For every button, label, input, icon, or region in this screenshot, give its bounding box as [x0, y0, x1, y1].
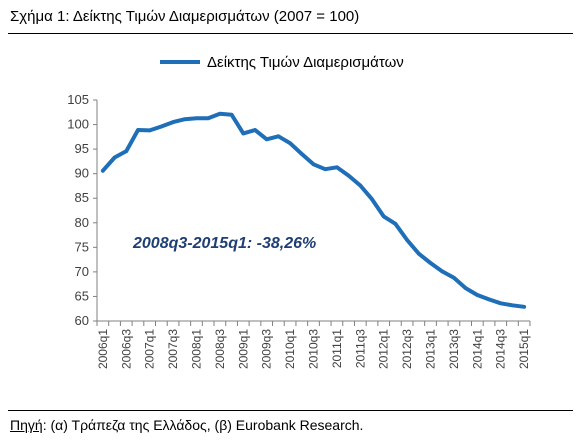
data-point	[101, 168, 105, 173]
source-label: Πηγή	[10, 417, 43, 433]
y-axis-ticks: 60 65 70 75 80 85 90 95 100 105	[67, 92, 97, 328]
data-point	[463, 286, 468, 290]
title-rule	[8, 33, 573, 34]
data-point	[300, 152, 304, 156]
data-point	[264, 137, 269, 142]
y-tick-label: 70	[75, 264, 89, 279]
y-tick-label: 85	[75, 190, 89, 205]
y-tick-label: 105	[67, 92, 89, 107]
data-point	[428, 261, 433, 265]
data-point	[381, 214, 386, 219]
x-tick-label: 2012q1	[377, 329, 391, 369]
data-point	[452, 276, 456, 280]
data-point	[335, 165, 339, 170]
series-points	[101, 112, 526, 309]
x-tick-label: 2013q3	[447, 329, 461, 369]
data-point	[393, 222, 398, 226]
y-tick-label: 90	[75, 166, 89, 181]
data-point	[253, 128, 257, 132]
x-axis-ticks: 2006q1 2006q3 2007q1 2007q3 2008q1 2008q3 2009…	[96, 321, 531, 369]
x-tick-label: 2006q1	[96, 329, 110, 369]
x-tick-label: 2008q1	[189, 329, 203, 369]
series-line	[100, 111, 527, 309]
data-point	[487, 297, 491, 302]
data-point	[358, 183, 363, 188]
x-tick-label: 2011q3	[353, 329, 367, 368]
data-point	[405, 238, 409, 242]
y-tick-label: 65	[75, 288, 89, 303]
figure-title: Σχήμα 1: Δείκτης Τιμών Διαμερισμάτων (20…	[10, 8, 360, 25]
x-tick-label: 2014q3	[494, 329, 508, 369]
data-point	[311, 162, 316, 167]
x-tick-label: 2015q1	[517, 329, 531, 369]
line-chart: Δείκτης Τιμών Διαμερισμάτων 60 65 70 75 80 85…	[67, 54, 531, 369]
data-point	[522, 305, 526, 309]
data-point	[276, 134, 281, 139]
data-point	[475, 293, 480, 297]
x-tick-label: 2009q1	[236, 329, 250, 369]
x-tick-label: 2012q3	[400, 329, 414, 369]
source-text: : (α) Τράπεζα της Ελλάδος, (β) Eurobank …	[42, 417, 364, 433]
data-point	[288, 141, 292, 145]
y-tick-label: 95	[75, 141, 89, 156]
data-point	[417, 251, 421, 256]
source-note: Πηγή: (α) Τράπεζα της Ελλάδος, (β) Eurob…	[10, 417, 363, 433]
x-tick-label: 2013q1	[424, 329, 438, 369]
data-point	[147, 128, 152, 133]
data-point	[241, 131, 246, 136]
data-point	[440, 269, 445, 274]
data-point	[124, 149, 129, 153]
data-point	[206, 116, 210, 120]
data-point	[510, 303, 515, 308]
x-tick-label: 2007q1	[143, 329, 157, 369]
data-point	[229, 112, 234, 117]
x-tick-label: 2014q1	[470, 329, 484, 369]
data-point	[112, 155, 117, 160]
x-tick-label: 2010q1	[283, 329, 297, 369]
data-point	[218, 112, 222, 116]
y-tick-label: 80	[75, 215, 89, 230]
x-tick-label: 2007q3	[166, 329, 180, 369]
chart-annotation: 2008q3-2015q1: -38,26%	[132, 235, 316, 252]
data-point	[183, 117, 187, 121]
y-tick-label: 60	[75, 313, 89, 328]
axes	[96, 100, 530, 322]
legend-label: Δείκτης Τιμών Διαμερισμάτων	[207, 54, 404, 71]
data-point	[136, 128, 140, 132]
source-rule	[8, 410, 573, 411]
data-point	[346, 173, 351, 178]
data-point	[370, 197, 374, 201]
legend: Δείκτης Τιμών Διαμερισμάτων	[160, 54, 404, 71]
data-point	[159, 124, 164, 129]
data-point	[323, 167, 328, 171]
data-point	[194, 116, 199, 120]
x-tick-label: 2006q3	[119, 329, 133, 369]
data-point	[498, 301, 503, 306]
x-tick-label: 2008q3	[213, 329, 227, 369]
x-tick-label: 2010q3	[307, 329, 321, 369]
y-tick-label: 100	[67, 117, 89, 132]
data-point	[171, 120, 175, 124]
y-tick-label: 75	[75, 239, 89, 254]
x-tick-label: 2011q1	[330, 329, 344, 368]
x-tick-label: 2009q3	[260, 329, 274, 369]
